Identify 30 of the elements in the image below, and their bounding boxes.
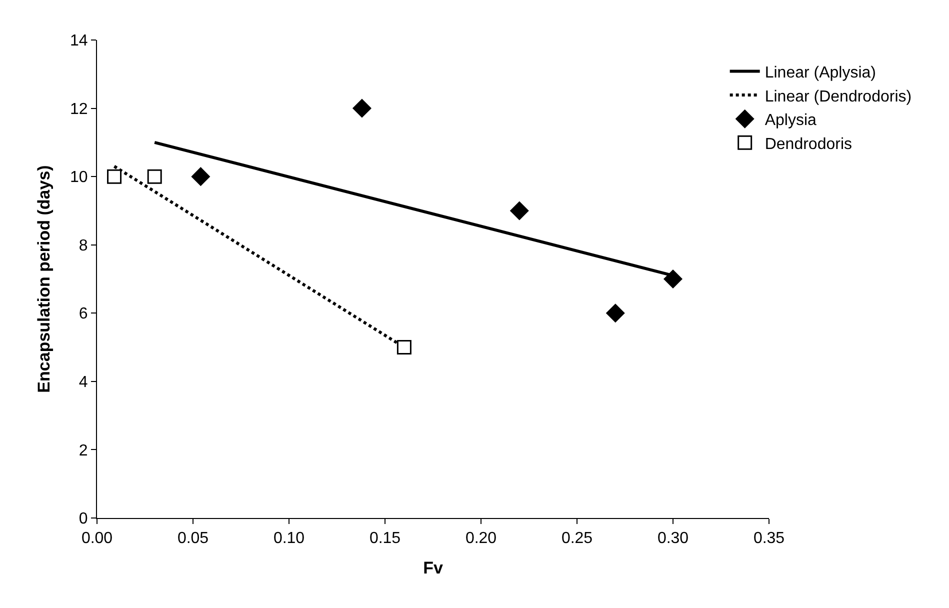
y-axis-title: Encapsulation period (days) [34, 165, 54, 393]
x-axis-title: Fv [423, 558, 444, 578]
point [107, 169, 122, 184]
y-tick-label: 10 [70, 169, 88, 186]
point [352, 99, 372, 118]
x-tick-label: 0.30 [657, 530, 689, 548]
y-tick-label: 0 [78, 510, 88, 528]
point [396, 340, 412, 355]
legend-label: Dendrodoris [764, 136, 852, 153]
y-tick-label: 2 [78, 442, 88, 460]
legend-label: Linear (Dendrodoris) [764, 88, 912, 106]
y-tick-label: 14 [70, 32, 88, 50]
point [606, 304, 625, 322]
x-tick-label: 0.10 [273, 530, 305, 548]
x-tick-label: 0.00 [81, 530, 113, 548]
x-tick-label: 0.15 [369, 530, 401, 548]
y-tick-label: 4 [78, 374, 88, 392]
point [664, 270, 682, 288]
legend-label: Aplysia [764, 112, 817, 130]
y-tick-label: 8 [78, 237, 88, 254]
legend-label: Linear (Aplysia) [764, 64, 876, 82]
x-tick-label: 0.35 [753, 530, 785, 548]
x-tick-label: 0.20 [465, 530, 497, 548]
point [510, 202, 529, 220]
x-tick-label: 0.25 [561, 530, 593, 548]
y-tick-label: 12 [70, 100, 88, 118]
point [191, 167, 210, 186]
point [147, 169, 162, 184]
y-tick-label: 6 [78, 306, 88, 323]
x-tick-label: 0.05 [177, 530, 209, 548]
